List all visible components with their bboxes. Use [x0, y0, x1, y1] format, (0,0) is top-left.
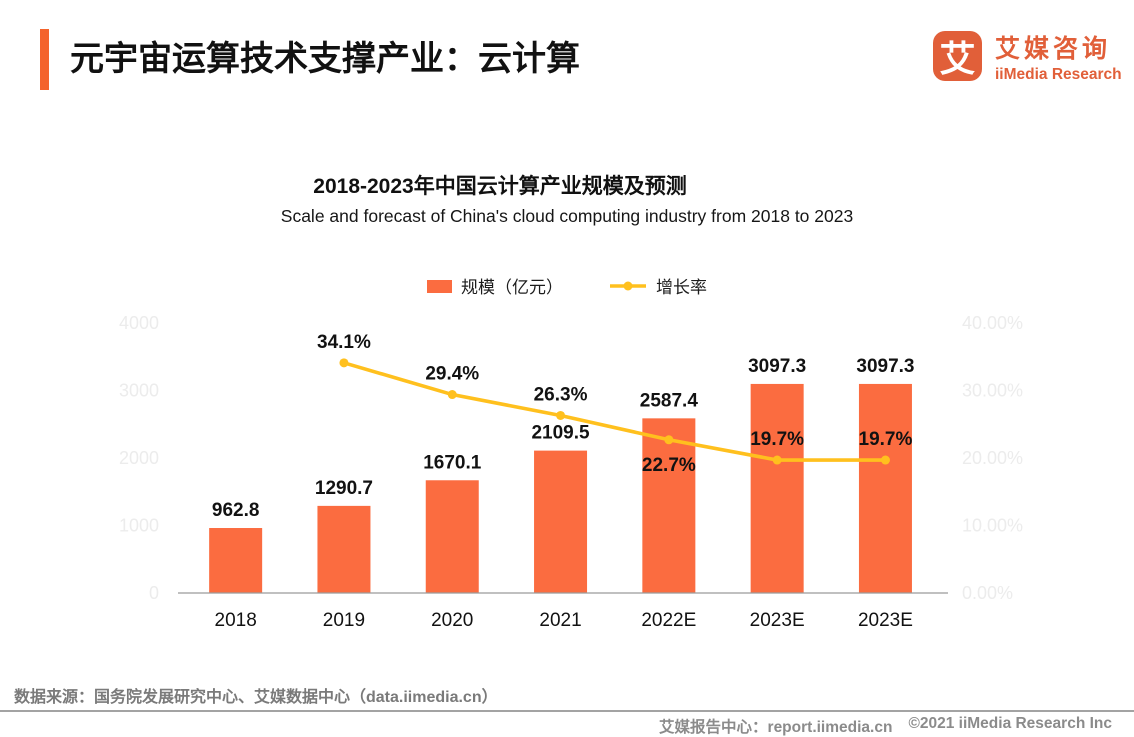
y2-axis-tick: 10.00%	[962, 516, 1023, 536]
title-accent-bar	[40, 29, 49, 90]
footer-divider	[0, 710, 1134, 712]
growth-rate-label: 19.7%	[859, 429, 913, 450]
report-center-text: 艾媒报告中心：report.iimedia.cn	[659, 719, 893, 736]
logo-name-en: iiMedia Research	[995, 66, 1122, 83]
line-series-legend-icon	[610, 281, 646, 290]
y2-axis-tick: 40.00%	[962, 313, 1023, 333]
y2-axis-tick: 20.00%	[962, 448, 1023, 468]
y2-axis-tick: 30.00%	[962, 381, 1023, 401]
chart-legend: 规模（亿元） 增长率	[0, 273, 1134, 298]
bar-series-legend-swatch	[427, 279, 452, 293]
bar-value-label: 1290.7	[315, 478, 373, 499]
growth-rate-point	[339, 358, 349, 368]
logo-glyph: 艾	[939, 38, 976, 79]
x-axis-label: 2022E	[641, 610, 696, 631]
bar-series-legend-label: 规模（亿元）	[461, 278, 563, 297]
x-axis-label: 2019	[323, 610, 365, 631]
iimedia-logo: 艾 艾媒咨询 iiMedia Research	[933, 31, 1122, 83]
y-axis-tick: 3000	[119, 381, 159, 401]
growth-rate-point	[556, 410, 566, 420]
growth-rate-line	[343, 361, 886, 462]
bar-2021	[534, 450, 588, 593]
bar-value-label: 1670.1	[423, 452, 482, 473]
growth-rate-point	[664, 435, 674, 445]
y-axis-tick: 1000	[119, 516, 159, 536]
x-axis-label: 2023E	[858, 610, 913, 631]
bar-value-label: 2587.4	[640, 390, 699, 411]
logo-name-cn: 艾媒咨询	[995, 35, 1112, 63]
growth-rate-point	[772, 455, 782, 465]
y2-axis-tick: 0.00%	[962, 583, 1013, 603]
copyright-text: ©2021 iiMedia Research Inc	[908, 715, 1112, 732]
x-axis-label: 2023E	[750, 610, 805, 631]
growth-rate-label: 34.1%	[317, 332, 371, 353]
logo-text: 艾媒咨询 iiMedia Research	[995, 31, 1122, 83]
growth-rate-label: 29.4%	[425, 364, 479, 385]
page-title: 元宇宙运算技术支撑产业：云计算	[70, 40, 580, 78]
bar-2023E	[750, 383, 804, 593]
chart-subtitle: Scale and forecast of China's cloud comp…	[280, 206, 854, 226]
y-axis-tick: 4000	[119, 313, 159, 333]
line-series-legend-label: 增长率	[656, 278, 707, 297]
iimedia-logo-icon: 艾	[933, 31, 982, 81]
x-axis-label: 2020	[431, 610, 473, 631]
footer-credits: 艾媒报告中心：report.iimedia.cn ©2021 iiMedia R…	[659, 715, 1112, 737]
growth-rate-point	[447, 390, 457, 400]
growth-rate-label: 19.7%	[750, 429, 804, 450]
chart-title: 2018-2023年中国云计算产业规模及预测	[313, 175, 687, 198]
x-axis-label: 2021	[539, 610, 581, 631]
bar-2020	[425, 480, 479, 593]
bar-2019	[317, 505, 371, 593]
bar-value-label: 2109.5	[531, 423, 590, 444]
bar-value-label: 3097.3	[748, 356, 806, 377]
y-axis-tick: 0	[149, 583, 159, 603]
x-axis-label: 2018	[215, 610, 257, 631]
bar-2023E	[858, 383, 912, 593]
bar-2022E	[642, 418, 696, 593]
bar-2018	[209, 528, 263, 593]
growth-rate-point	[880, 455, 890, 465]
bar-value-label: 3097.3	[856, 356, 914, 377]
bar-value-label: 962.8	[212, 500, 260, 521]
y-axis-tick: 2000	[119, 448, 159, 468]
data-source-note: 数据来源：国务院发展研究中心、艾媒数据中心（data.iimedia.cn）	[14, 689, 498, 706]
growth-rate-label: 26.3%	[534, 384, 588, 405]
growth-rate-label: 22.7%	[642, 455, 696, 476]
